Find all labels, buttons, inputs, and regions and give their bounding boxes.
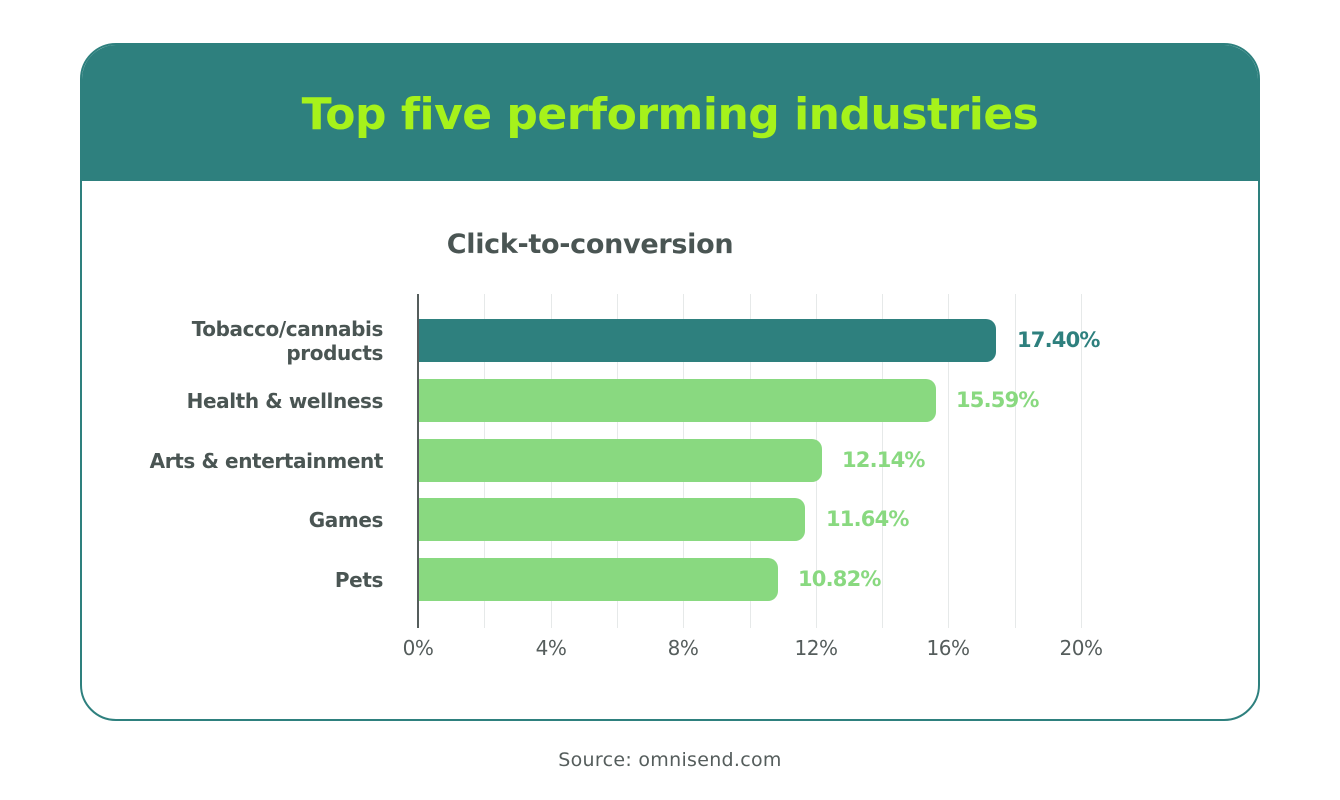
- card-header: Top five performing industries: [82, 45, 1258, 181]
- source-caption: Source: omnisend.com: [558, 749, 782, 771]
- chart-card: Top five performing industries Click-to-…: [80, 43, 1260, 721]
- page-title: Top five performing industries: [301, 88, 1039, 140]
- chart-subtitle: Click-to-conversion: [446, 229, 734, 260]
